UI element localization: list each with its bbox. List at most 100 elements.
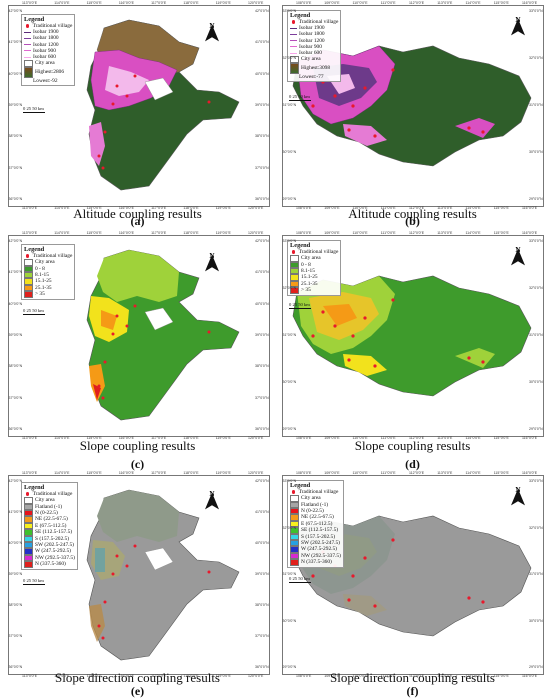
longitude-tick-label: 117°0'0"E [151,231,167,235]
legend-item: Traditional village [24,253,72,259]
latitude-tick-label: 41°0'0"N [255,40,269,45]
legend-item: Traditional village [290,489,341,495]
color-swatch [24,271,33,279]
legend-item: 0 - 8 [290,261,338,268]
color-swatch [290,552,299,560]
longitude-tick-label: 115°0'0"E [493,673,509,678]
longitude-tick-label: 114°0'0"E [465,673,481,678]
legend-item: Isobar 1900 [290,25,338,31]
legend-item: City area [24,60,72,67]
longitude-tick-label: 113°0'0"E [437,231,453,235]
legend-title: Legend [24,484,45,491]
longitude-tick-label: 113°0'0"E [437,205,453,210]
color-swatch [24,259,33,266]
longitude-tick-label: 117°0'0"E [151,435,167,440]
scale-bar-e: 0 25 50 km [23,578,45,585]
longitude-tick-label: 115°0'0"E [493,471,509,475]
legend-item: Highest:2806 [24,66,72,78]
latitude-tick-label: 36°0'0"N [255,665,269,669]
caption-e: Slope direction coupling results [54,670,220,685]
legend-label: Isobar 900 [33,47,56,54]
color-swatch [24,503,33,510]
longitude-tick-label: 119°0'0"E [215,1,231,5]
map-e: Legend Traditional village City area Flatla… [8,475,270,675]
scale-label: 0 25 50 km [23,106,44,111]
latitude-tick-label: 41°0'0"N [255,510,269,514]
legend-label: SW (202.5-247.5) [301,540,340,547]
panel-letter-e: (e) [130,684,145,698]
latitude-tick-label: 39°0'0"N [8,103,23,107]
latitude-tick-label: 32°0'0"N [529,286,543,290]
latitude-tick-label: 31°0'0"N [529,333,543,337]
longitude-tick-label: 112°0'0"E [409,673,425,678]
panel-letter-a: (a) [130,214,145,228]
longitude-tick-label: 116°0'0"E [118,435,134,440]
legend-label: S (157.5-202.5) [35,535,69,542]
legend-item: Isobar 600 [290,50,338,56]
latitude-tick-label: 42°0'0"N [8,239,23,243]
color-swatch [24,548,33,555]
longitude-tick-label: 119°0'0"E [215,471,231,475]
latitude-tick-label: 30°0'0"N [529,618,543,623]
longitude-tick-label: 108°0'0"E [296,471,312,475]
isobar-line-swatch [290,52,297,54]
legend-label: Traditional village [32,491,73,497]
legend-label: City area [35,497,55,504]
latitude-tick-label: 33°0'0"N [529,239,543,243]
legend-item: > 35 [290,287,338,294]
longitude-tick-label: 115°0'0"E [86,673,102,678]
latitude-tick-label: 42°0'0"N [255,479,269,483]
panel-letter-f: (f) [406,684,419,698]
latitude-tick-label: 32°0'0"N [529,56,543,60]
caption-f: Slope direction coupling results [329,670,495,685]
legend-label: Highest:3098 [301,65,331,71]
color-swatch [290,267,299,275]
longitude-tick-label: 111°0'0"E [380,435,396,440]
latitude-tick-label: 36°0'0"N [8,197,23,201]
legend-b: Legend Traditional village Isobar 1900 Isob… [287,10,342,82]
latitude-tick-label: 41°0'0"N [8,510,23,514]
color-swatch [24,535,33,542]
latitude-tick-label: 33°0'0"N [282,239,297,243]
color-swatch [24,291,33,298]
longitude-tick-label: 119°0'0"E [215,205,231,210]
legend-item: Isobar 1200 [24,42,72,48]
legend-item: Traditional village [24,23,72,29]
longitude-tick-label: 114°0'0"E [465,435,481,440]
isobar-line-swatch [290,46,297,48]
legend-item: E (67.5-112.5) [24,522,75,530]
legend-label: Traditional village [32,253,73,259]
longitude-tick-label: 113°0'0"E [437,471,453,475]
color-swatch [290,507,299,515]
color-swatch [290,287,299,294]
north-arrow-icon [205,492,219,510]
latitude-tick-label: 32°0'0"N [282,525,297,530]
legend-label: E (67.5-112.5) [35,522,67,529]
elevation-gradient-swatch [290,62,299,74]
longitude-tick-label: 116°0'0"E [522,231,538,235]
legend-title: Legend [24,246,45,253]
color-swatch [24,278,33,285]
longitude-tick-label: 119°0'0"E [215,231,231,235]
latitude-tick-label: 33°0'0"N [529,9,543,13]
longitude-tick-label: 116°0'0"E [118,231,134,235]
longitude-tick-label: 116°0'0"E [118,471,134,475]
legend-item: NW (292.5-337.5) [290,552,341,560]
color-swatch [290,520,299,528]
legend-item: NE (22.5-67.5) [24,516,75,523]
longitude-tick-label: 112°0'0"E [409,471,425,475]
longitude-tick-label: 114°0'0"E [465,205,481,210]
legend-item: Lowest:-77 [290,74,338,80]
longitude-tick-label: 117°0'0"E [151,471,167,475]
longitude-tick-label: 120°0'0"E [248,205,264,210]
legend-item: S (157.5-202.5) [290,533,341,540]
legend-label: 8.1-15 [35,272,49,279]
latitude-tick-label: 37°0'0"N [8,165,23,170]
caption-d: Slope coupling results [354,438,471,453]
legend-label: City area [301,495,321,502]
color-swatch [290,495,299,502]
longitude-tick-label: 117°0'0"E [151,1,167,5]
latitude-tick-label: 31°0'0"N [282,572,297,576]
